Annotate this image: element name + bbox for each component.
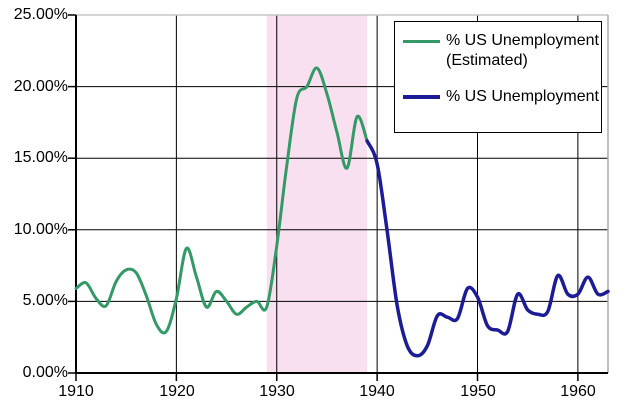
legend-item-official: % US Unemployment — [395, 87, 601, 107]
x-axis-label-1910: 1910 — [58, 383, 94, 400]
legend-line-sample-official — [403, 95, 440, 99]
y-axis-label-0: 0.00% — [22, 364, 68, 381]
series-estimated-line — [74, 66, 369, 335]
x-axis-label-1920: 1920 — [159, 383, 195, 400]
y-axis-label-10: 10.00% — [13, 221, 68, 238]
x-axis-label-1940: 1940 — [359, 383, 395, 400]
x-axis-label-1950: 1950 — [460, 383, 496, 400]
y-axis-label-25: 25.00% — [13, 6, 68, 23]
x-axis-label-1930: 1930 — [259, 383, 295, 400]
legend-item-estimated: % US Unemployment (Estimated) — [395, 31, 601, 71]
legend-label-official: % US Unemployment — [446, 88, 599, 105]
x-axis-label-1960: 1960 — [560, 383, 596, 400]
y-axis-label-20: 20.00% — [13, 78, 68, 95]
legend-label-estimated: % US Unemployment (Estimated) — [446, 32, 599, 69]
legend-line-sample-estimated — [403, 40, 440, 43]
legend: % US Unemployment (Estimated) % US Unempl… — [394, 21, 602, 133]
series-official-line — [365, 139, 610, 358]
y-axis-label-5: 5.00% — [22, 292, 68, 309]
y-axis-label-15: 15.00% — [13, 149, 68, 166]
